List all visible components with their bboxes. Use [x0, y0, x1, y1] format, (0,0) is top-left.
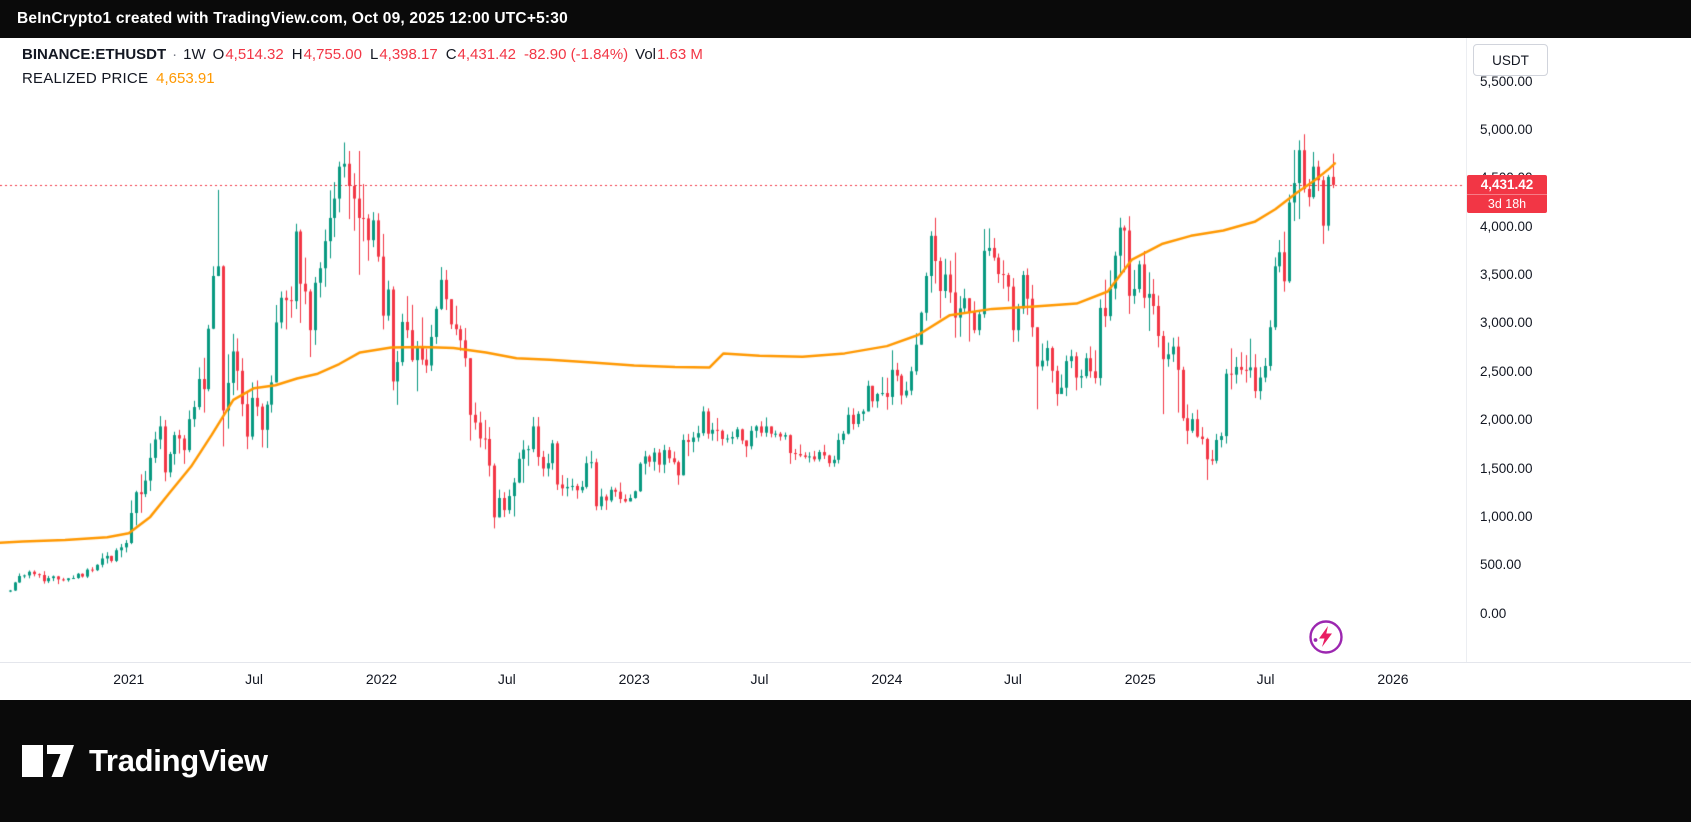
change-value: -82.90 (-1.84%): [523, 46, 629, 63]
price-tick-label: 2,500.00: [1480, 363, 1533, 379]
indicator-name: REALIZED PRICE: [22, 70, 149, 87]
chart-canvas[interactable]: [0, 38, 1465, 662]
ohlc-close: C 4,431.42: [445, 46, 516, 63]
time-tick-label: 2023: [618, 671, 650, 687]
price-tick-label: 3,500.00: [1480, 267, 1533, 283]
price-tick-label: 500.00: [1480, 557, 1522, 573]
price-tick-label: 0.00: [1480, 605, 1507, 621]
time-tick-label: 2022: [365, 671, 398, 687]
symbol-name: BINANCE:ETHUSDT: [22, 46, 167, 63]
bar-countdown: 3d 18h: [1467, 193, 1547, 213]
time-tick-label: 2026: [1377, 671, 1409, 687]
price-tick-label: 3,000.00: [1480, 315, 1533, 331]
volume-readout: Vol 1.63 M: [635, 46, 703, 63]
symbol-legend-row[interactable]: BINANCE:ETHUSDT · 1W O 4,514.32 H 4,755.00…: [22, 46, 711, 70]
attribution-bar: BeInCrypto1 created with TradingView.com…: [0, 0, 1691, 38]
attribution-text: BeInCrypto1 created with TradingView.com…: [17, 10, 568, 27]
time-tick-label: Jul: [1003, 671, 1022, 687]
legend-separator: ·: [172, 46, 178, 63]
ohlc-low: L 4,398.17: [369, 46, 438, 63]
time-tick-label: 2024: [871, 671, 903, 687]
tradingview-logo-icon: [20, 743, 76, 779]
lightning-reaction-icon[interactable]: [1306, 617, 1346, 657]
last-price-value: 4,431.42: [1480, 176, 1534, 192]
time-axis[interactable]: 2021 Jul 2022 Jul 2023 Jul 2024 Jul 2025 Jul 2026: [0, 662, 1691, 701]
price-axis[interactable]: 5,500.005,000.004,500.004,000.003,500.00…: [1466, 38, 1597, 662]
footer-bar: TradingView: [0, 700, 1691, 822]
time-tick-label: 2025: [1124, 671, 1156, 687]
price-tick-label: 2,000.00: [1480, 412, 1533, 428]
chart-plot-area: [0, 38, 1465, 662]
time-tick-label: Jul: [497, 671, 516, 687]
last-price-badge: 4,431.42 3d 18h: [1467, 174, 1547, 213]
chart-legend: BINANCE:ETHUSDT · 1W O 4,514.32 H 4,755.00…: [22, 46, 711, 94]
price-tick-label: 5,500.00: [1480, 73, 1533, 89]
currency-toggle-button[interactable]: USDT: [1473, 44, 1548, 76]
time-tick-label: Jul: [750, 671, 769, 687]
price-tick-label: 1,000.00: [1480, 508, 1533, 524]
indicator-legend-row[interactable]: REALIZED PRICE 4,653.91: [22, 70, 711, 94]
indicator-value: 4,653.91: [156, 70, 215, 87]
tradingview-wordmark: TradingView: [89, 743, 268, 778]
time-tick-label: Jul: [1256, 671, 1275, 687]
interval-label: 1W: [183, 46, 206, 63]
price-tick-label: 5,000.00: [1480, 121, 1533, 137]
ohlc-open: O 4,514.32: [212, 46, 284, 63]
price-tick-label: 1,500.00: [1480, 460, 1533, 476]
ohlc-high: H 4,755.00: [291, 46, 362, 63]
time-tick-label: Jul: [245, 671, 264, 687]
price-tick-label: 4,000.00: [1480, 218, 1533, 234]
time-tick-label: 2021: [113, 671, 145, 687]
tradingview-logo-link[interactable]: TradingView: [20, 743, 268, 779]
